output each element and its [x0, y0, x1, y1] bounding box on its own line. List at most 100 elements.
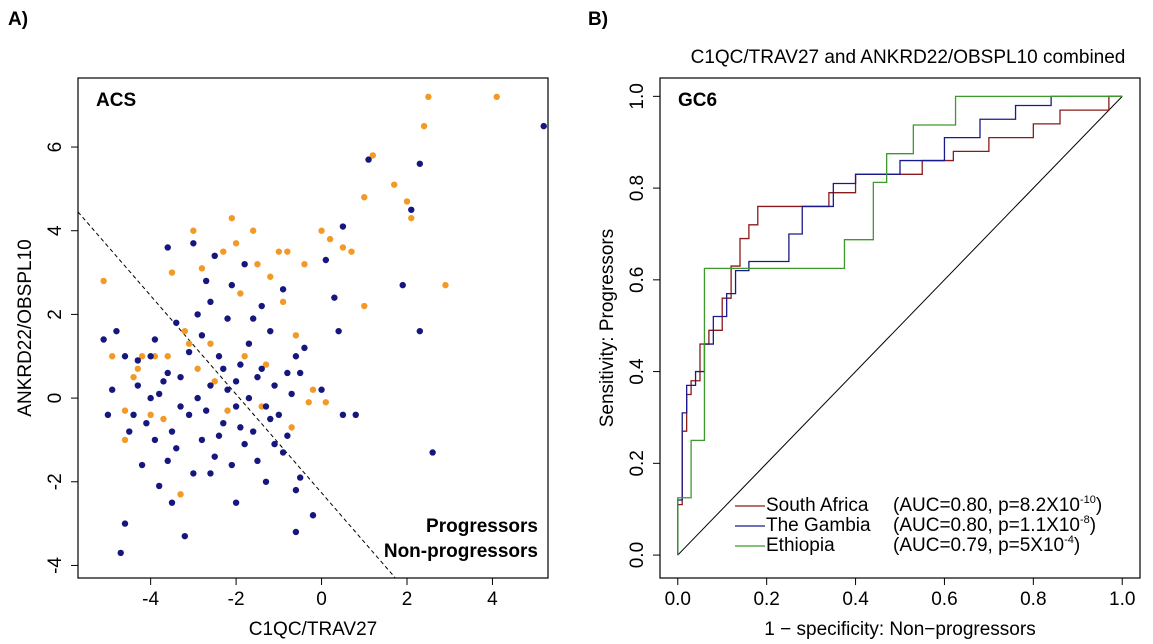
point	[403, 198, 411, 205]
roc-line	[677, 95, 1123, 556]
y-tick-label: 1.0	[627, 83, 648, 109]
legend-label: South Africa	[766, 495, 869, 516]
legend-label: Ethiopia	[766, 535, 835, 556]
point	[173, 319, 180, 326]
stat-close: )	[1096, 495, 1102, 516]
point	[113, 327, 120, 335]
legend-stat: (AUC=0.80, p=8.2X10-10)	[893, 494, 1102, 516]
point	[249, 315, 257, 322]
stat-exponent: -4	[1064, 534, 1074, 546]
point	[121, 353, 129, 360]
plot-frame	[659, 77, 1141, 579]
point	[185, 411, 193, 419]
point	[185, 340, 193, 347]
point	[108, 386, 116, 393]
point	[322, 399, 330, 406]
x-axis-label: C1QC/TRAV27	[249, 619, 377, 640]
legend-label: Non-progressors	[384, 541, 538, 562]
point	[416, 160, 424, 167]
point	[279, 449, 287, 456]
point	[164, 457, 171, 465]
point	[326, 235, 334, 243]
point	[241, 440, 248, 448]
point	[211, 453, 218, 460]
panel-label: A)	[8, 9, 28, 30]
x-tick-label: -2	[228, 589, 245, 610]
point	[292, 486, 300, 494]
point	[301, 344, 308, 352]
x-tick-label: 0	[316, 589, 327, 610]
point	[425, 93, 432, 101]
point	[241, 260, 248, 268]
point	[100, 277, 107, 285]
point	[288, 390, 295, 398]
point	[408, 206, 415, 213]
legend-label: Progressors	[426, 516, 538, 537]
point	[258, 365, 265, 372]
point	[104, 411, 112, 419]
chart-title: C1QC/TRAV27 and ANKRD22/OBSPL10 combined	[691, 47, 1126, 68]
point	[215, 353, 223, 360]
point	[177, 373, 184, 381]
point	[198, 436, 206, 444]
point	[215, 432, 223, 439]
point	[420, 122, 428, 130]
point	[254, 457, 261, 465]
point	[211, 378, 218, 385]
point	[121, 436, 129, 444]
stat-close: )	[1090, 515, 1096, 536]
x-tick-label: 0.6	[931, 589, 957, 610]
point	[288, 424, 295, 431]
point	[339, 411, 347, 419]
y-tick-label: 0.6	[627, 267, 648, 293]
point	[249, 428, 257, 435]
y-tick-label: 0.0	[627, 542, 648, 568]
roc-line	[677, 95, 1123, 556]
stat-exponent: -8	[1080, 514, 1090, 526]
point	[245, 394, 253, 402]
point	[155, 482, 163, 490]
point	[335, 327, 342, 335]
point	[168, 269, 176, 276]
point	[267, 273, 274, 280]
point	[181, 532, 189, 540]
point	[207, 382, 214, 389]
point	[309, 386, 317, 393]
point	[318, 227, 325, 234]
point	[292, 528, 300, 536]
point	[361, 302, 368, 310]
point	[284, 432, 291, 439]
point	[228, 214, 236, 222]
point	[232, 403, 240, 410]
point	[254, 260, 261, 268]
point	[224, 386, 231, 393]
point	[211, 252, 218, 260]
point	[108, 353, 116, 360]
y-tick-label: 0.2	[627, 450, 648, 476]
point	[262, 403, 270, 410]
point	[258, 302, 265, 310]
annotation: ACS	[96, 90, 136, 111]
point	[237, 424, 244, 431]
point	[228, 281, 236, 289]
point	[130, 411, 137, 419]
stat-text: (AUC=0.80, p=1.1X10	[893, 515, 1080, 536]
point	[181, 327, 189, 335]
point	[390, 181, 398, 188]
stat-text: (AUC=0.80, p=8.2X10	[893, 495, 1080, 516]
stat-text: (AUC=0.79, p=5X10	[893, 535, 1064, 556]
annotation: GC6	[678, 90, 717, 111]
point	[207, 470, 214, 477]
legend-stat: (AUC=0.80, p=1.1X10-8)	[893, 514, 1096, 536]
point	[228, 461, 236, 469]
point	[190, 227, 197, 234]
point	[164, 244, 171, 251]
point	[151, 336, 159, 343]
point	[275, 248, 283, 255]
point	[198, 332, 206, 339]
point	[540, 122, 547, 130]
point	[279, 286, 287, 293]
point	[296, 369, 304, 377]
